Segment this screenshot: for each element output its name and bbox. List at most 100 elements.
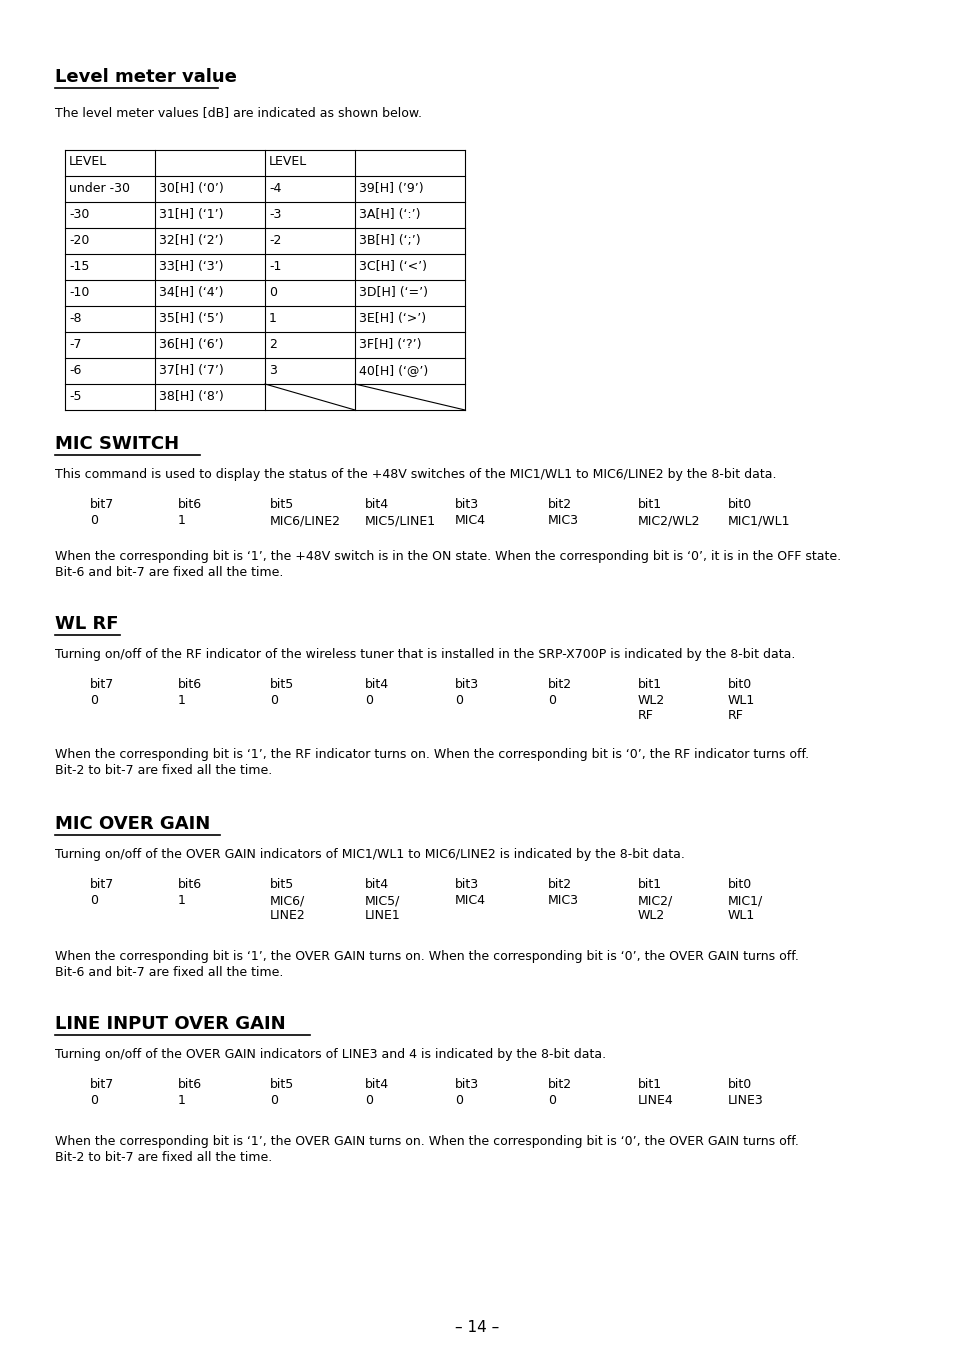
Text: -2: -2 xyxy=(269,234,281,247)
Text: When the corresponding bit is ‘1’, the OVER GAIN turns on. When the correspondin: When the corresponding bit is ‘1’, the O… xyxy=(55,950,798,963)
Text: MIC2/WL2: MIC2/WL2 xyxy=(638,513,700,527)
Text: -20: -20 xyxy=(69,234,90,247)
Text: bit0: bit0 xyxy=(727,878,752,892)
Text: -15: -15 xyxy=(69,259,90,273)
Text: bit3: bit3 xyxy=(455,499,478,511)
Text: -10: -10 xyxy=(69,286,90,299)
Text: MIC SWITCH: MIC SWITCH xyxy=(55,435,179,453)
Text: 31[H] (‘1’): 31[H] (‘1’) xyxy=(159,208,223,222)
Text: 3F[H] (‘?’): 3F[H] (‘?’) xyxy=(358,338,421,351)
Text: 0: 0 xyxy=(547,694,556,707)
Text: LINE4: LINE4 xyxy=(638,1094,673,1106)
Text: bit2: bit2 xyxy=(547,499,572,511)
Text: 2: 2 xyxy=(269,338,276,351)
Text: Bit-2 to bit-7 are fixed all the time.: Bit-2 to bit-7 are fixed all the time. xyxy=(55,1151,272,1165)
Text: bit6: bit6 xyxy=(178,1078,202,1092)
Text: bit1: bit1 xyxy=(638,499,661,511)
Text: bit7: bit7 xyxy=(90,678,114,690)
Text: WL1: WL1 xyxy=(727,694,755,707)
Text: bit1: bit1 xyxy=(638,1078,661,1092)
Text: When the corresponding bit is ‘1’, the +48V switch is in the ON state. When the : When the corresponding bit is ‘1’, the +… xyxy=(55,550,841,563)
Text: 3C[H] (‘<’): 3C[H] (‘<’) xyxy=(358,259,427,273)
Text: bit5: bit5 xyxy=(270,1078,294,1092)
Text: MIC1/WL1: MIC1/WL1 xyxy=(727,513,790,527)
Text: -3: -3 xyxy=(269,208,281,222)
Text: -6: -6 xyxy=(69,363,81,377)
Text: bit0: bit0 xyxy=(727,1078,752,1092)
Text: MIC1/: MIC1/ xyxy=(727,894,762,907)
Text: LINE2: LINE2 xyxy=(270,909,305,921)
Text: bit0: bit0 xyxy=(727,678,752,690)
Text: 0: 0 xyxy=(547,1094,556,1106)
Text: Bit-6 and bit-7 are fixed all the time.: Bit-6 and bit-7 are fixed all the time. xyxy=(55,966,283,979)
Text: RF: RF xyxy=(727,709,743,721)
Text: bit4: bit4 xyxy=(365,678,389,690)
Text: bit2: bit2 xyxy=(547,878,572,892)
Text: LINE INPUT OVER GAIN: LINE INPUT OVER GAIN xyxy=(55,1015,285,1034)
Text: Turning on/off of the RF indicator of the wireless tuner that is installed in th: Turning on/off of the RF indicator of th… xyxy=(55,648,795,661)
Text: bit0: bit0 xyxy=(727,499,752,511)
Text: 0: 0 xyxy=(365,694,373,707)
Text: Turning on/off of the OVER GAIN indicators of LINE3 and 4 is indicated by the 8-: Turning on/off of the OVER GAIN indicato… xyxy=(55,1048,605,1061)
Text: under -30: under -30 xyxy=(69,182,130,195)
Text: LEVEL: LEVEL xyxy=(69,155,107,168)
Text: Turning on/off of the OVER GAIN indicators of MIC1/WL1 to MIC6/LINE2 is indicate: Turning on/off of the OVER GAIN indicato… xyxy=(55,848,684,861)
Text: WL RF: WL RF xyxy=(55,615,118,634)
Text: MIC4: MIC4 xyxy=(455,894,485,907)
Text: bit3: bit3 xyxy=(455,1078,478,1092)
Text: MIC3: MIC3 xyxy=(547,894,578,907)
Text: 1: 1 xyxy=(269,312,276,326)
Text: 0: 0 xyxy=(90,894,98,907)
Text: Bit-2 to bit-7 are fixed all the time.: Bit-2 to bit-7 are fixed all the time. xyxy=(55,765,272,777)
Text: -30: -30 xyxy=(69,208,90,222)
Text: 1: 1 xyxy=(178,513,186,527)
Text: bit4: bit4 xyxy=(365,499,389,511)
Text: MIC5/LINE1: MIC5/LINE1 xyxy=(365,513,436,527)
Text: RF: RF xyxy=(638,709,653,721)
Text: bit3: bit3 xyxy=(455,678,478,690)
Text: bit5: bit5 xyxy=(270,878,294,892)
Text: 34[H] (‘4’): 34[H] (‘4’) xyxy=(159,286,223,299)
Text: When the corresponding bit is ‘1’, the RF indicator turns on. When the correspon: When the corresponding bit is ‘1’, the R… xyxy=(55,748,808,761)
Text: bit7: bit7 xyxy=(90,499,114,511)
Text: 38[H] (‘8’): 38[H] (‘8’) xyxy=(159,390,224,403)
Text: LEVEL: LEVEL xyxy=(269,155,307,168)
Text: 0: 0 xyxy=(455,694,462,707)
Text: 0: 0 xyxy=(90,1094,98,1106)
Text: bit3: bit3 xyxy=(455,878,478,892)
Text: 35[H] (‘5’): 35[H] (‘5’) xyxy=(159,312,224,326)
Text: bit6: bit6 xyxy=(178,499,202,511)
Text: bit6: bit6 xyxy=(178,878,202,892)
Text: LINE3: LINE3 xyxy=(727,1094,763,1106)
Text: -4: -4 xyxy=(269,182,281,195)
Text: bit4: bit4 xyxy=(365,1078,389,1092)
Text: 1: 1 xyxy=(178,894,186,907)
Text: 36[H] (‘6’): 36[H] (‘6’) xyxy=(159,338,223,351)
Text: -5: -5 xyxy=(69,390,81,403)
Text: 3D[H] (‘=’): 3D[H] (‘=’) xyxy=(358,286,428,299)
Text: 1: 1 xyxy=(178,1094,186,1106)
Text: -1: -1 xyxy=(269,259,281,273)
Text: bit6: bit6 xyxy=(178,678,202,690)
Text: bit7: bit7 xyxy=(90,878,114,892)
Text: 3B[H] (‘;’): 3B[H] (‘;’) xyxy=(358,234,420,247)
Text: MIC6/LINE2: MIC6/LINE2 xyxy=(270,513,340,527)
Text: 33[H] (‘3’): 33[H] (‘3’) xyxy=(159,259,223,273)
Text: MIC4: MIC4 xyxy=(455,513,485,527)
Text: bit4: bit4 xyxy=(365,878,389,892)
Text: 3: 3 xyxy=(269,363,276,377)
Text: 0: 0 xyxy=(90,694,98,707)
Text: 0: 0 xyxy=(90,513,98,527)
Text: MIC5/: MIC5/ xyxy=(365,894,400,907)
Text: When the corresponding bit is ‘1’, the OVER GAIN turns on. When the correspondin: When the corresponding bit is ‘1’, the O… xyxy=(55,1135,798,1148)
Text: LINE1: LINE1 xyxy=(365,909,400,921)
Text: 39[H] (’9’): 39[H] (’9’) xyxy=(358,182,423,195)
Text: 0: 0 xyxy=(270,1094,277,1106)
Text: WL1: WL1 xyxy=(727,909,755,921)
Text: 0: 0 xyxy=(455,1094,462,1106)
Text: bit7: bit7 xyxy=(90,1078,114,1092)
Text: bit2: bit2 xyxy=(547,678,572,690)
Text: 0: 0 xyxy=(270,694,277,707)
Text: -8: -8 xyxy=(69,312,81,326)
Text: 40[H] (‘@’): 40[H] (‘@’) xyxy=(358,363,428,377)
